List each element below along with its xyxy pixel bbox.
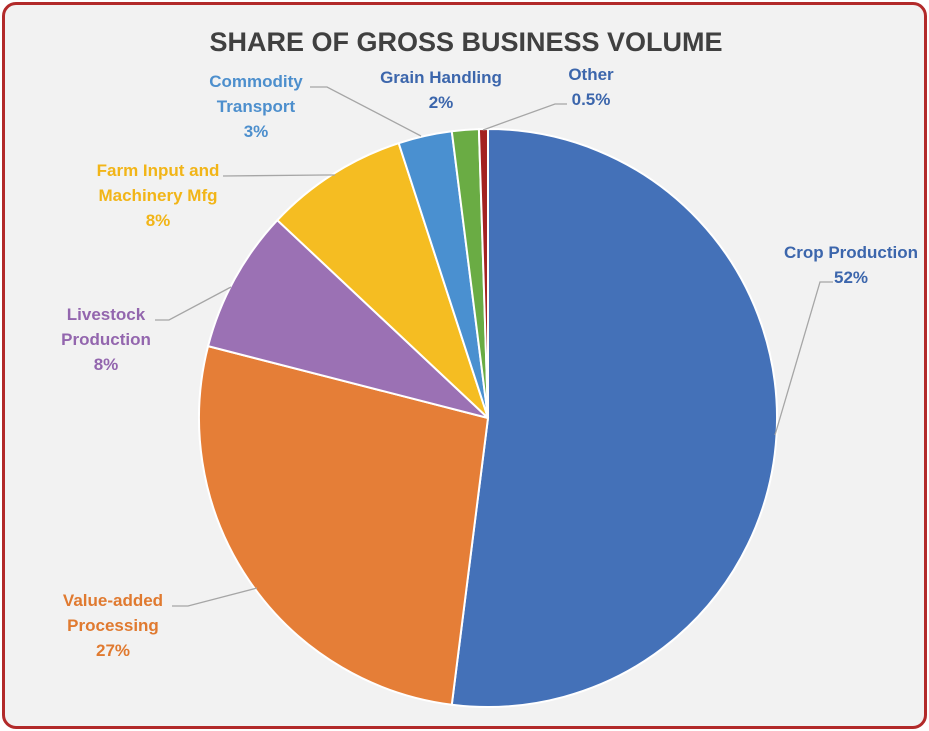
leader-line (774, 281, 833, 436)
slice-value-label: 8% (94, 355, 119, 374)
slice-label: Value-added Processing 27% (63, 591, 163, 660)
pie-slice-livestock-production (206, 218, 489, 419)
slice-value-label: 2% (429, 93, 454, 112)
slice-label: Farm Input and Machinery Mfg 8% (97, 161, 220, 230)
slice-labels: Crop Production 52% Value-added Processing 2… (61, 65, 918, 660)
slice-value-label: 52% (834, 268, 868, 287)
slice-label: Other 0.5% (568, 65, 614, 109)
leader-line (222, 174, 335, 177)
slice-value-label: 0.5% (572, 90, 611, 109)
slice-category-label: Value-added (63, 591, 163, 610)
leader-lines (155, 86, 833, 607)
leader-line (482, 103, 567, 131)
slice-value-label: 8% (146, 211, 171, 230)
chart-title: SHARE OF GROSS BUSINESS VOLUME (209, 27, 722, 57)
slice-category-label: Machinery Mfg (98, 186, 217, 205)
pie-slice-crop-production (450, 127, 778, 708)
slice-label: Crop Production 52% (784, 243, 918, 287)
slice-category-label: Commodity (209, 72, 303, 91)
slice-category-label: Processing (67, 616, 159, 635)
slice-category-label: Grain Handling (380, 68, 502, 87)
slice-label: Livestock Production 8% (61, 305, 151, 374)
pie-slice-value-added-processing (198, 344, 490, 706)
leader-line (310, 86, 422, 137)
slice-value-label: 27% (96, 641, 130, 660)
slice-category-label: Crop Production (784, 243, 918, 262)
pie-slices (198, 127, 778, 708)
slice-category-label: Other (568, 65, 614, 84)
pie-chart: SHARE OF GROSS BUSINESS VOLUME Crop Prod… (61, 27, 918, 708)
slice-category-label: Livestock (67, 305, 146, 324)
slice-category-label: Farm Input and (97, 161, 220, 180)
pie-slice-farm-input-and-machinery-mfg (275, 141, 489, 419)
slice-category-label: Transport (217, 97, 296, 116)
leader-line (155, 286, 232, 321)
leader-line (172, 587, 258, 607)
slice-label: Grain Handling 2% (380, 68, 502, 112)
pie-slice-other (477, 127, 489, 419)
slice-label: Commodity Transport 3% (209, 72, 303, 141)
slice-value-label: 3% (244, 122, 269, 141)
slice-category-label: Production (61, 330, 151, 349)
